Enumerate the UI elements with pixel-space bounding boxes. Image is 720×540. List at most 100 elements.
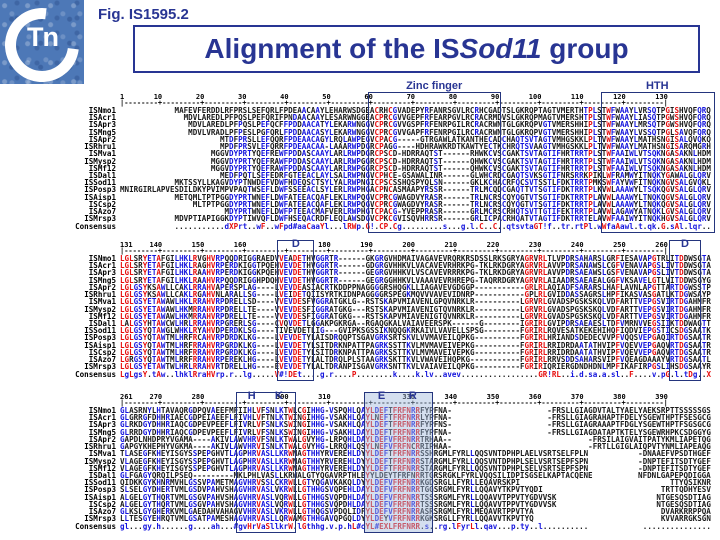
sequence-name: ISAzo7 xyxy=(88,507,116,517)
sequence-row: ISMrsp3 LGLGSYETAWTWLHRLRRAHVRTDRELLHG---… xyxy=(0,362,720,372)
sequence-row: ISCsp2 LGLGSYQTAWTMLHRFRRAHVRPGRDKLKG----… xyxy=(0,347,720,357)
sequence-row: ISPosp3 MNIRGIRLAPVESDILDKYPVIMPVPAQTWSEF… xyxy=(0,186,720,194)
sequence-row: ISSod11 MKTSSYLLKAGVDYPTNWDEFVDWFHDEQSCT… xyxy=(0,178,720,188)
sequence-name: ISAcr1 xyxy=(88,413,116,423)
sequence-row: ISMng5 MDVLVRADLPFPESLPGFQRLFPDDAACASYLE… xyxy=(0,127,720,137)
sequence-name: Consensus xyxy=(75,521,116,531)
sequence-name: ISAisp1 xyxy=(84,340,116,350)
sequence-row: ISRhru1 MPDFPRSVLEFQRRFPDEAACAA-LAAARWPD… xyxy=(0,142,720,152)
sequence-name: ISApr2 xyxy=(88,434,116,444)
sequence-row: ISMva1 MGGVDYPRTYQEFREWFPDDASCAAYLARLRWP… xyxy=(0,149,720,159)
sequence-name: ISAzo7 xyxy=(88,355,116,365)
sequence-name: ISMf12 xyxy=(88,463,116,473)
sequence-row: ISPosp3 SLSELGYDHERTVMLGSDVPAHVSHAGVHRVAS… xyxy=(0,486,720,494)
sequence-row: ISAcr1 MDVLAREDLPFPQSLPEFQRIFPNDAACAAYLE… xyxy=(0,113,720,123)
sequence-name: ISMng5 xyxy=(88,127,116,137)
sequence-name: ISMng5 xyxy=(88,427,116,437)
sequence-name: Consensus xyxy=(75,221,116,231)
sequence-name: ISNmo1 xyxy=(88,106,116,115)
alignment-block-2: 131 140 150 160 180 190 200 210 220 230 … xyxy=(0,239,720,381)
sequence-row: ISAisp1 ALGELGYTHQRTVMLGSGVPAHVSHAGVHRVAS… xyxy=(0,493,720,501)
sequence-row: ISMysp2 LGLGSYETAWAWLHKMRRAHVRPDRELLTE---… xyxy=(0,304,720,314)
sequence-name: ISSod11 xyxy=(84,178,116,188)
sequence-row: ISMva1 LGLGSYETAWAWLHKLRRAHVRPDRELLSD----… xyxy=(0,297,720,307)
sequence-name: ISCsp2 xyxy=(88,347,116,357)
sequence-name: ISApr3 xyxy=(88,420,116,430)
sequence-name: ISAcr1 xyxy=(88,113,116,123)
sequence-row: ISApr2 MTDFPRSLLEFQQRFPDEAACAGYLRQLAWPEG… xyxy=(0,135,720,143)
sequence-name: ISPosp3 xyxy=(84,333,116,343)
consensus-row: Consensus ...........dXPrt..wF..wFpd#aaC… xyxy=(0,221,720,231)
sequence-row: ISMrsp3 MDVPTIAPIGGKDYPTIWVQFLDWFHSEQACR… xyxy=(0,214,720,224)
sequence-name: ISNmo1 xyxy=(88,254,116,263)
region-label: HTH xyxy=(645,80,669,92)
ruler-ticks: |--------+---------+---------+---------+… xyxy=(120,99,668,107)
sequence-row: ISRhru1 GAPGYKHEPHYVGKMA----AKIVLAWVHRVIS… xyxy=(0,442,720,452)
sequence-name: ISDal1 xyxy=(88,170,116,180)
ruler-numbers: 261 270 280 300 310 330 340 350 360 370 … xyxy=(120,393,668,401)
ruler-numbers: 131 140 150 160 180 190 200 210 220 230 … xyxy=(120,241,668,249)
sequence-row: ISCsp2 ALGELGYTHQRTVMLGSGVPAHVSHAGVHRVASL… xyxy=(0,499,720,509)
sequence-name: ISApr3 xyxy=(88,268,116,278)
sequence-name: ISMrsp3 xyxy=(84,362,116,372)
consensus-row: Consensus gl...gy.h......g....ah...#gvHrV… xyxy=(0,521,720,531)
sequence-name: ISApr2 xyxy=(88,282,116,292)
sequence-row: ISApr2 GAPDLNHDPRYVGAMA----AKIVLAWVHRVFSN… xyxy=(0,434,720,444)
tncentral-logo: Tn xyxy=(0,0,94,97)
alignment-block-1: Zinc finger HTH 1 10 20 30 40 50 60 70 80 … xyxy=(0,80,720,233)
sequence-name: ISMng5 xyxy=(88,275,116,285)
sequence-name: ISSod11 xyxy=(84,478,116,488)
logo-tn-text: Tn xyxy=(27,22,59,52)
sequence-name: ISMva1 xyxy=(88,149,116,159)
sequence-row: ISAcr1 GLGRRGFDHHRIAECGDPEIAEEFLFIVHLVFTN… xyxy=(0,413,720,423)
sequence-row: ISMng5 LGLSRYETAFGILHKLRAAHVRPQQDRIGGHPDQ… xyxy=(0,275,720,285)
sequence-row: ISMrsp3 LLTESGYEHRQTVMLGSATPAMESHAGVHRVAS… xyxy=(0,514,720,524)
sequence-row: ISMng5 GLRRDGYDHHRIAQCGDPEVPEEFLFIVRLVFSN… xyxy=(0,427,720,437)
title-box: Alignment of the ISSod11 group xyxy=(133,25,700,73)
sequence-row: ISApr3 LGLSRYETAFGILHKLRAAHVRPERDKIGGKPQE… xyxy=(0,268,720,278)
sequence-row: ISNmo1 LGLSRYETAFGILHKLRVGHVRPQQDRIGGRAED… xyxy=(0,254,720,263)
sequence-row: ISMf12 VLAGEGFKHEYISGYSSPEPGHVTLAGPHRVASL… xyxy=(0,463,720,473)
sequence-name: ISMf12 xyxy=(88,163,116,173)
sequence-row: ISMf12 MGGVDYPRTYQEFRAWFPDDASCAAYLARLRWP… xyxy=(0,163,720,173)
sequence-row: ISAzo7 LGRGSYQTAWTMLRRFRRAHVRPEREKLHG----… xyxy=(0,355,720,365)
sequence-name: ISMrsp3 xyxy=(84,214,116,224)
sequence-name: ISDal1 xyxy=(88,470,116,480)
sequence-name: ISNmo1 xyxy=(88,406,116,415)
region-labels: Zinc finger HTH xyxy=(0,80,720,93)
sequence-row: ISApr3 GLRKDGYDHHRIAQCGDPEVPEEFLFIVRLVFSN… xyxy=(0,420,720,430)
sequence-row: ISMva1 TLASEGFKHEYISGYSSPEPGHVTLAGPHRVASL… xyxy=(0,450,720,458)
sequence-name: ISSod11 xyxy=(84,326,116,336)
sequence-name: ISMysp2 xyxy=(84,456,116,466)
sequence-name: ISAisp1 xyxy=(84,192,116,202)
sequence-row: ISAcr1 LGLSRYETAFGILHKLRAGHVRPERDKIGGTPQE… xyxy=(0,262,720,270)
sequence-row: ISSod11 LGLGSYQTAWGLWHKLRYAHVDPERDKLSG---… xyxy=(0,326,720,336)
sequence-name: ISCsp2 xyxy=(88,199,116,209)
sequence-name: Consensus xyxy=(75,369,116,379)
sequence-row: ISAisp1 METQMLTPTPGGDYPRTWNEFLDWFATEEACQ… xyxy=(0,192,720,202)
sequence-row: ISAzo7 GLKSLGYGHERKVMLGAEDAHVAHAGVVHRVASL… xyxy=(0,507,720,517)
sequence-row: ISMysp2 VLAGEGFKHEYISGYSSPEPGHVTLAGPHRVAS… xyxy=(0,456,720,466)
sequence-row: ISDal1 GLFGAGYQRQILPSEQ---------MKLPHLVAS… xyxy=(0,470,720,480)
sequence-row: ISMf12 LGLGSYETAWAWLHKMRRAHVRPDRELLTE----… xyxy=(0,311,720,321)
sequence-row: ISRhru1 LGLGSYKSAWLLCAKLRGAHVNLARALLSG---… xyxy=(0,290,720,300)
sequence-name: ISRhru1 xyxy=(84,142,116,152)
ruler-ticks: |--------+---------+---------+---------+… xyxy=(120,247,668,255)
sequence-name: ISRhru1 xyxy=(84,442,116,452)
region-label: Zinc finger xyxy=(406,80,463,92)
sequence-row: ISMysp2 MGGVDYPRTYQEFRAWFPDDASCAAYLARLRW… xyxy=(0,156,720,166)
sequence-name: ISAzo7 xyxy=(88,207,116,217)
sequence-name: ISMrsp3 xyxy=(84,514,116,524)
sequence-name: ISMf12 xyxy=(88,311,116,321)
sequence-name: ISMysp2 xyxy=(84,304,116,314)
figure-label: Fig. IS1595.2 xyxy=(98,6,189,23)
consensus-row: Consensus LgLgsY.tAw..lhklRraHVrp.r..lg..… xyxy=(0,369,720,379)
sequence-name: ISMva1 xyxy=(88,297,116,307)
sequence-name: ISRhru1 xyxy=(84,290,116,300)
sequence-row: ISSod11 QIDKKGYKHNRMVHLGSSVPAMETMAGVHRVSS… xyxy=(0,478,720,488)
sequence-row: ISDal1 LALGSYHTAWCWLHRLRRAHVRPGRERLSG----… xyxy=(0,318,720,328)
sequence-row: ISAisp1 LGLGSYQTAWTMLHRFRRAHVRPGRDKLKG---… xyxy=(0,340,720,350)
sequence-name: ISCsp2 xyxy=(88,499,116,509)
sequence-name: ISDal1 xyxy=(88,318,116,328)
sequence-name: ISMysp2 xyxy=(84,156,116,166)
